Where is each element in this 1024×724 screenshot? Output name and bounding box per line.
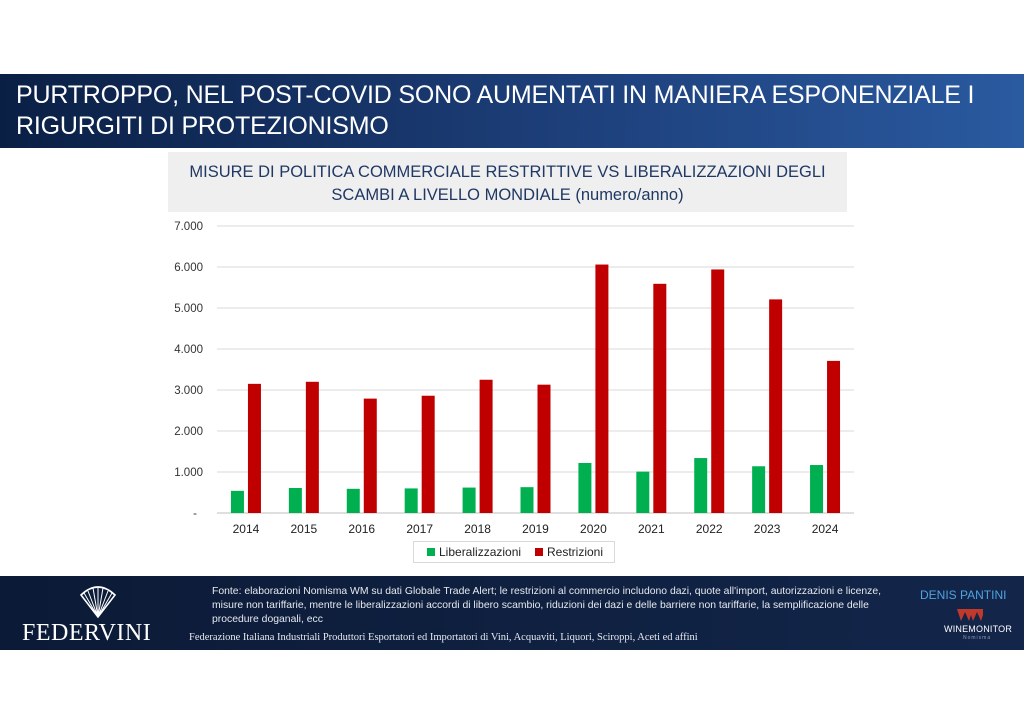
y-tick-label: 7.000 <box>174 221 203 233</box>
bar-chart: - 1.000 2.000 3.000 4.000 5.000 6.000 7.000 2014… <box>174 221 854 536</box>
bar-liberalizzazioni-2021 <box>636 471 650 513</box>
bar-restrizioni-2014 <box>247 383 261 513</box>
bar-liberalizzazioni-2016 <box>346 488 360 513</box>
y-tick-label: 5.000 <box>174 303 203 315</box>
federvini-logo: FEDERVINI <box>22 620 152 646</box>
bar-liberalizzazioni-2014 <box>230 490 244 513</box>
legend-label-liberalizzazioni: Liberalizzazioni <box>439 545 522 559</box>
bar-restrizioni-2015 <box>305 381 319 513</box>
bar-liberalizzazioni-2018 <box>462 487 476 513</box>
federvini-full-name: Federazione Italiana Industriali Produtt… <box>189 632 698 643</box>
x-tick-label: 2018 <box>464 522 491 536</box>
chart-legend: Liberalizzazioni Restrizioni <box>413 541 615 563</box>
winemonitor-logo: WINEMONITOR <box>944 624 1013 634</box>
winemonitor-mark-icon <box>957 609 983 621</box>
source-note: Fonte: elaborazioni Nomisma WM su dati G… <box>212 586 882 625</box>
bar-liberalizzazioni-2022 <box>694 458 708 513</box>
x-tick-label: 2014 <box>233 522 260 536</box>
x-tick-label: 2024 <box>812 522 839 536</box>
x-tick-label: 2016 <box>348 522 375 536</box>
bar-liberalizzazioni-2019 <box>520 487 534 513</box>
bar-restrizioni-2020 <box>595 264 609 513</box>
bar-restrizioni-2018 <box>479 379 493 513</box>
x-tick-label: 2022 <box>696 522 723 536</box>
x-tick-label: 2021 <box>638 522 665 536</box>
winemonitor-sub: Nomisma <box>963 635 992 641</box>
slide-title-line2: RIGURGITI DI PROTEZIONISMO <box>16 112 389 140</box>
bar-liberalizzazioni-2017 <box>404 488 418 513</box>
y-tick-label: - <box>193 508 197 520</box>
slide-title-line1: PURTROPPO, NEL POST-COVID SONO AUMENTATI… <box>16 81 975 109</box>
x-tick-label: 2017 <box>406 522 433 536</box>
shell-logo-icon <box>79 586 117 619</box>
bar-restrizioni-2021 <box>653 283 667 513</box>
x-tick-label: 2019 <box>522 522 549 536</box>
chart-title-line1: MISURE DI POLITICA COMMERCIALE RESTRITTI… <box>189 163 826 181</box>
y-tick-label: 4.000 <box>174 344 203 356</box>
x-tick-label: 2023 <box>754 522 781 536</box>
legend-swatch-liberalizzazioni <box>427 548 435 556</box>
bar-liberalizzazioni-2015 <box>288 487 302 513</box>
chart-title-box: MISURE DI POLITICA COMMERCIALE RESTRITTI… <box>168 152 847 212</box>
bar-restrizioni-2024 <box>827 360 841 513</box>
bar-liberalizzazioni-2023 <box>752 466 766 513</box>
bar-restrizioni-2022 <box>711 269 725 513</box>
x-tick-label: 2015 <box>291 522 318 536</box>
legend-label-restrizioni: Restrizioni <box>547 545 604 559</box>
footer: FEDERVINI Fonte: elaborazioni Nomisma WM… <box>0 576 1024 650</box>
y-tick-label: 1.000 <box>174 467 203 479</box>
bar-liberalizzazioni-2024 <box>810 465 824 513</box>
bar-restrizioni-2016 <box>363 398 377 513</box>
bar-liberalizzazioni-2020 <box>578 462 592 513</box>
author-name: DENIS PANTINI <box>920 588 1007 602</box>
x-tick-label: 2020 <box>580 522 607 536</box>
y-tick-label: 2.000 <box>174 426 203 438</box>
slide-title: PURTROPPO, NEL POST-COVID SONO AUMENTATI… <box>16 80 1016 142</box>
y-tick-label: 6.000 <box>174 262 203 274</box>
bar-restrizioni-2019 <box>537 384 551 513</box>
legend-swatch-restrizioni <box>535 548 543 556</box>
chart-title-line2: SCAMBI A LIVELLO MONDIALE (numero/anno) <box>331 186 684 204</box>
y-tick-label: 3.000 <box>174 385 203 397</box>
bar-restrizioni-2023 <box>769 299 783 513</box>
title-bar: PURTROPPO, NEL POST-COVID SONO AUMENTATI… <box>0 74 1024 148</box>
bar-restrizioni-2017 <box>421 395 435 513</box>
